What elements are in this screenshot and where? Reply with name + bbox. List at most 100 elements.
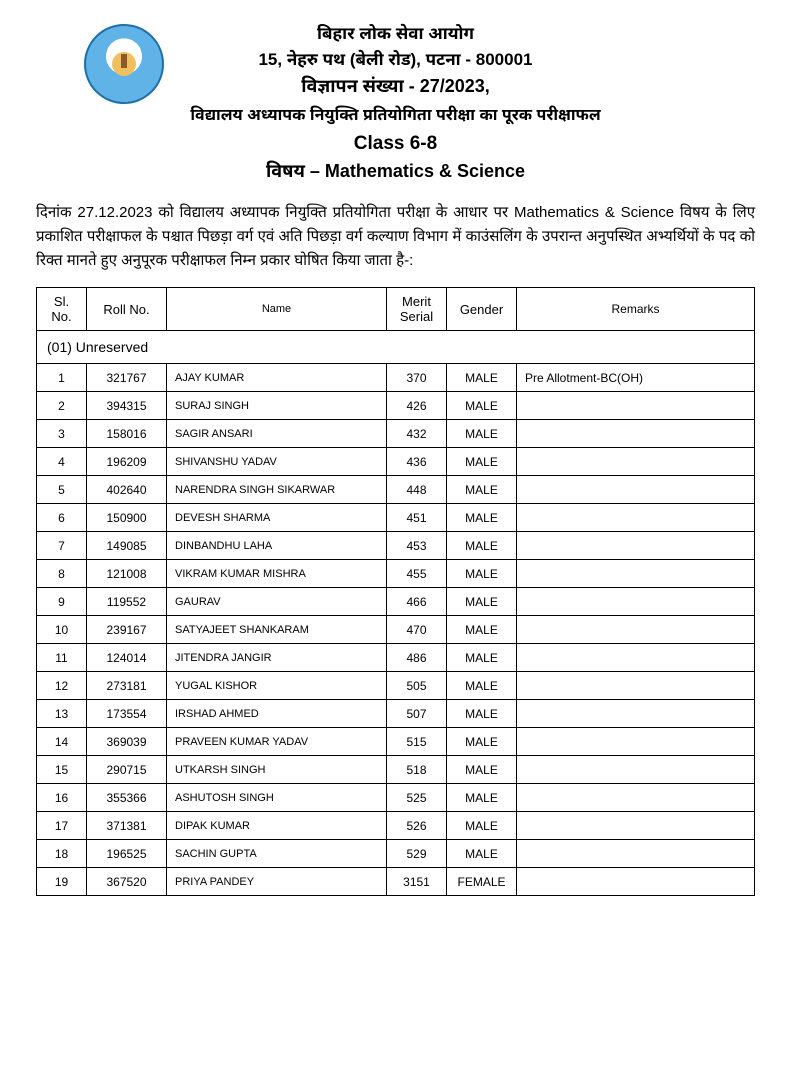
cell-remarks [517, 532, 755, 560]
cell-gender: MALE [447, 616, 517, 644]
table-row: 8121008VIKRAM KUMAR MISHRA455MALE [37, 560, 755, 588]
cell-gender: MALE [447, 728, 517, 756]
cell-gender: MALE [447, 756, 517, 784]
col-header-merit: Merit Serial [387, 288, 447, 331]
cell-merit: 505 [387, 672, 447, 700]
category-label: (01) Unreserved [37, 331, 755, 364]
cell-gender: MALE [447, 700, 517, 728]
table-row: 5402640NARENDRA SINGH SIKARWAR448MALE [37, 476, 755, 504]
table-row: 15290715UTKARSH SINGH518MALE [37, 756, 755, 784]
cell-roll: 173554 [87, 700, 167, 728]
cell-sl: 17 [37, 812, 87, 840]
cell-remarks [517, 812, 755, 840]
cell-gender: MALE [447, 672, 517, 700]
cell-name: AJAY KUMAR [167, 364, 387, 392]
cell-merit: 515 [387, 728, 447, 756]
cell-roll: 394315 [87, 392, 167, 420]
cell-roll: 355366 [87, 784, 167, 812]
cell-remarks [517, 504, 755, 532]
subject-line: विषय – Mathematics & Science [36, 161, 755, 185]
cell-remarks [517, 756, 755, 784]
cell-gender: MALE [447, 784, 517, 812]
table-row: 14369039PRAVEEN KUMAR YADAV515MALE [37, 728, 755, 756]
col-header-remarks: Remarks [517, 288, 755, 331]
cell-name: PRAVEEN KUMAR YADAV [167, 728, 387, 756]
cell-name: SURAJ SINGH [167, 392, 387, 420]
cell-name: SACHIN GUPTA [167, 840, 387, 868]
cell-remarks [517, 728, 755, 756]
cell-sl: 2 [37, 392, 87, 420]
cell-merit: 486 [387, 644, 447, 672]
cell-gender: MALE [447, 504, 517, 532]
cell-remarks [517, 672, 755, 700]
cell-remarks [517, 700, 755, 728]
table-row: 1321767AJAY KUMAR370MALEPre Allotment-BC… [37, 364, 755, 392]
cell-gender: FEMALE [447, 868, 517, 896]
cell-roll: 367520 [87, 868, 167, 896]
cell-roll: 149085 [87, 532, 167, 560]
cell-merit: 470 [387, 616, 447, 644]
intro-paragraph: दिनांक 27.12.2023 को विद्यालय अध्यापक नि… [36, 201, 755, 273]
cell-sl: 12 [37, 672, 87, 700]
category-row: (01) Unreserved [37, 331, 755, 364]
cell-merit: 448 [387, 476, 447, 504]
cell-roll: 239167 [87, 616, 167, 644]
table-row: 9119552GAURAV466MALE [37, 588, 755, 616]
cell-roll: 369039 [87, 728, 167, 756]
cell-name: NARENDRA SINGH SIKARWAR [167, 476, 387, 504]
cell-merit: 518 [387, 756, 447, 784]
cell-roll: 273181 [87, 672, 167, 700]
cell-remarks [517, 476, 755, 504]
cell-sl: 8 [37, 560, 87, 588]
cell-roll: 371381 [87, 812, 167, 840]
col-header-roll: Roll No. [87, 288, 167, 331]
cell-gender: MALE [447, 392, 517, 420]
table-row: 17371381DIPAK KUMAR526MALE [37, 812, 755, 840]
table-row: 4196209SHIVANSHU YADAV436MALE [37, 448, 755, 476]
document-title: विद्यालय अध्यापक नियुक्ति प्रतियोगिता पर… [36, 106, 755, 127]
cell-roll: 196525 [87, 840, 167, 868]
cell-merit: 466 [387, 588, 447, 616]
cell-gender: MALE [447, 532, 517, 560]
cell-roll: 321767 [87, 364, 167, 392]
results-table: Sl. No. Roll No. Name Merit Serial Gende… [36, 287, 755, 896]
cell-name: IRSHAD AHMED [167, 700, 387, 728]
cell-roll: 402640 [87, 476, 167, 504]
cell-roll: 124014 [87, 644, 167, 672]
cell-sl: 16 [37, 784, 87, 812]
cell-roll: 158016 [87, 420, 167, 448]
cell-name: SAGIR ANSARI [167, 420, 387, 448]
cell-name: VIKRAM KUMAR MISHRA [167, 560, 387, 588]
cell-remarks [517, 588, 755, 616]
table-row: 18196525SACHIN GUPTA529MALE [37, 840, 755, 868]
cell-sl: 13 [37, 700, 87, 728]
cell-name: ASHUTOSH SINGH [167, 784, 387, 812]
cell-merit: 426 [387, 392, 447, 420]
cell-gender: MALE [447, 840, 517, 868]
table-row: 13173554IRSHAD AHMED507MALE [37, 700, 755, 728]
table-row: 7149085DINBANDHU LAHA453MALE [37, 532, 755, 560]
cell-sl: 11 [37, 644, 87, 672]
cell-sl: 5 [37, 476, 87, 504]
col-header-sl: Sl. No. [37, 288, 87, 331]
document-header: बिहार लोक सेवा आयोग 15, नेहरु पथ (बेली र… [36, 24, 755, 185]
cell-roll: 196209 [87, 448, 167, 476]
cell-remarks [517, 448, 755, 476]
cell-name: SHIVANSHU YADAV [167, 448, 387, 476]
cell-remarks [517, 616, 755, 644]
class-level: Class 6-8 [36, 133, 755, 155]
cell-remarks [517, 560, 755, 588]
cell-remarks [517, 784, 755, 812]
cell-sl: 9 [37, 588, 87, 616]
cell-merit: 370 [387, 364, 447, 392]
cell-roll: 150900 [87, 504, 167, 532]
table-row: 11124014JITENDRA JANGIR486MALE [37, 644, 755, 672]
cell-merit: 3151 [387, 868, 447, 896]
cell-remarks [517, 420, 755, 448]
cell-sl: 10 [37, 616, 87, 644]
cell-remarks: Pre Allotment-BC(OH) [517, 364, 755, 392]
cell-roll: 121008 [87, 560, 167, 588]
cell-remarks [517, 840, 755, 868]
table-row: 19367520PRIYA PANDEY3151FEMALE [37, 868, 755, 896]
cell-name: JITENDRA JANGIR [167, 644, 387, 672]
